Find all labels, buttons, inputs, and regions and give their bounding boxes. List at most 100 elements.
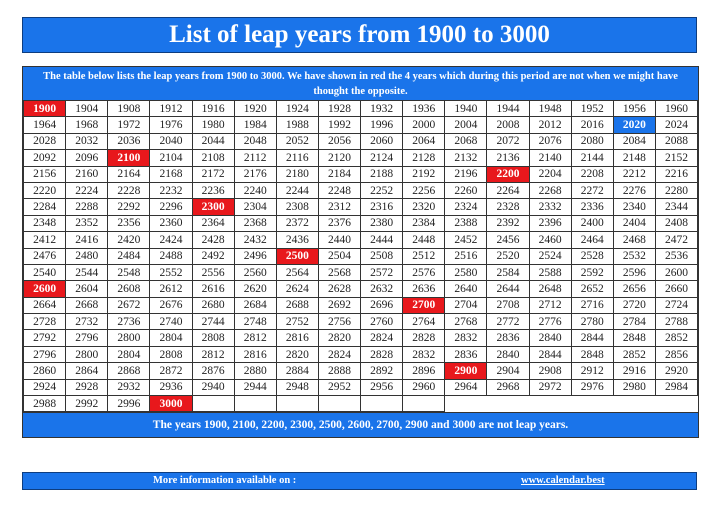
year-cell: 2744 (191, 313, 235, 331)
year-cell: 1956 (612, 99, 656, 118)
year-cell: 2768 (444, 313, 488, 331)
year-cell: 2992 (65, 395, 109, 413)
year-cell: 2644 (486, 280, 530, 298)
year-cell: 1928 (317, 99, 362, 118)
year-cell: 2480 (65, 247, 109, 265)
year-cell: 2600 (654, 263, 699, 282)
year-cell: 2272 (570, 181, 614, 200)
year-cell: 2824 (359, 329, 404, 347)
year-cell (359, 395, 404, 413)
year-cell: 2836 (444, 345, 488, 364)
year-cell: 2208 (570, 165, 614, 183)
year-cell: 2620 (233, 280, 277, 298)
year-cell: 2680 (191, 296, 235, 315)
year-cell: 2636 (402, 280, 446, 298)
year-cell: 2368 (233, 214, 277, 233)
year-cell: 1996 (359, 116, 404, 134)
year-cell (402, 395, 446, 413)
year-cell: 2148 (612, 149, 656, 167)
year-cell: 2004 (444, 116, 488, 134)
year-cell: 2044 (191, 132, 235, 151)
year-cell: 2212 (612, 165, 656, 183)
year-cell: 2808 (191, 329, 235, 347)
year-cell: 2308 (275, 198, 319, 216)
year-cell: 2948 (275, 378, 319, 397)
year-cell: 2972 (528, 378, 572, 397)
year-cell: 2424 (149, 231, 193, 249)
year-cell (317, 395, 362, 413)
year-cell: 2464 (570, 231, 614, 249)
year-cell: 2140 (528, 149, 572, 167)
year-cell: 2572 (359, 263, 404, 282)
year-cell: 2508 (359, 247, 404, 265)
year-cell: 2056 (317, 132, 362, 151)
year-cell: 2920 (654, 362, 699, 380)
year-cell: 2484 (107, 247, 151, 265)
year-cell: 2348 (22, 214, 67, 233)
year-cell: 2548 (107, 263, 151, 282)
year-cell: 2180 (275, 165, 319, 183)
year-cell: 2048 (233, 132, 277, 151)
year-cell: 2752 (275, 313, 319, 331)
year-cell: 2256 (402, 181, 446, 200)
year-cell: 2672 (107, 296, 151, 315)
year-cell: 2104 (149, 149, 193, 167)
year-cell: 2452 (444, 231, 488, 249)
year-cell: 2388 (444, 214, 488, 233)
table-row: 2476 2480 2484 2488 2492 2496 2500 2504 2508 2512… (22, 247, 699, 265)
year-cell: 2012 (528, 116, 572, 134)
year-cell: 2916 (612, 362, 656, 380)
year-cell: 2880 (233, 362, 277, 380)
year-cell: 2584 (486, 263, 530, 282)
year-cell: 2580 (444, 263, 488, 282)
year-cell: 2100 (107, 149, 151, 167)
year-cell: 2788 (654, 313, 699, 331)
year-cell: 2260 (444, 181, 488, 200)
year-cell: 2444 (359, 231, 404, 249)
year-cell: 2720 (612, 296, 656, 315)
year-cell: 2396 (528, 214, 572, 233)
year-cell: 2268 (528, 181, 572, 200)
year-cell: 2556 (191, 263, 235, 282)
year-cell: 2816 (233, 345, 277, 364)
year-cell: 2800 (65, 345, 109, 364)
year-cell: 2832 (444, 329, 488, 347)
year-cell: 2568 (317, 263, 362, 282)
year-cell: 2320 (402, 198, 446, 216)
year-cell: 2952 (317, 378, 362, 397)
year-cell: 2684 (233, 296, 277, 315)
year-cell: 2024 (654, 116, 699, 134)
year-cell: 2468 (612, 231, 656, 249)
year-cell: 2544 (65, 263, 109, 282)
year-cell: 2248 (317, 181, 362, 200)
year-cell: 1988 (275, 116, 319, 134)
year-cell: 1944 (486, 99, 530, 118)
empty-area (445, 396, 698, 412)
footer-link[interactable]: www.calendar.best (521, 475, 605, 486)
table-row: 2600 2604 2608 2612 2616 2620 2624 2628 2632 2636… (22, 280, 699, 298)
year-cell: 2028 (22, 132, 67, 151)
year-cell: 1992 (317, 116, 362, 134)
year-cell: 2896 (402, 362, 446, 380)
table-row: 2220 2224 2228 2232 2236 2240 2244 2248 2252 2256… (22, 181, 699, 200)
table-note: The years 1900, 2100, 2200, 2300, 2500, … (23, 412, 698, 438)
year-cell: 2656 (612, 280, 656, 298)
year-cell: 2448 (402, 231, 446, 249)
year-cell: 2404 (612, 214, 656, 233)
year-cell: 2940 (191, 378, 235, 397)
table-row: 1900 1904 1908 1912 1916 1920 1924 1928 1932 1936… (22, 99, 699, 118)
year-cell: 2292 (107, 198, 151, 216)
year-cell: 2632 (359, 280, 404, 298)
year-cell: 2288 (65, 198, 109, 216)
year-cell: 1940 (444, 99, 488, 118)
year-cell: 1972 (107, 116, 151, 134)
year-cell: 1900 (22, 99, 67, 118)
year-cell: 2848 (570, 345, 614, 364)
year-cell: 2968 (486, 378, 530, 397)
table-row: 2348 2352 2356 2360 2364 2368 2372 2376 2380 2384… (22, 214, 699, 233)
year-cell: 2476 (22, 247, 67, 265)
year-cell: 1964 (22, 116, 67, 134)
year-cell: 2852 (654, 329, 699, 347)
year-cell: 2796 (65, 329, 109, 347)
year-cell: 2708 (486, 296, 530, 315)
